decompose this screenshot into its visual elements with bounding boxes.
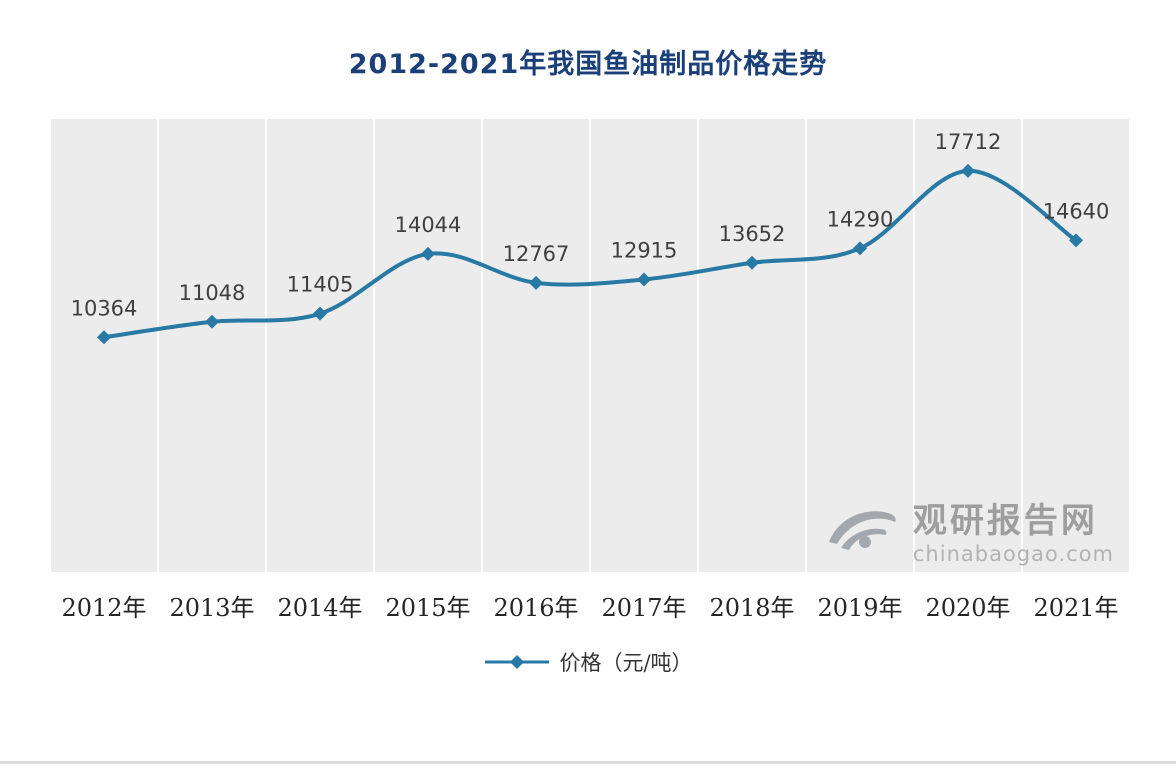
x-axis-label: 2015年: [385, 594, 471, 622]
data-label: 11405: [287, 273, 354, 297]
data-label: 14290: [827, 207, 894, 231]
data-point-marker: [745, 255, 759, 270]
watermark-name: 观研报告网: [912, 500, 1098, 541]
data-label: 12915: [611, 238, 678, 262]
legend: 价格（元/吨）: [0, 647, 1176, 677]
data-point-marker: [529, 275, 543, 290]
x-axis-label: 2013年: [169, 594, 255, 622]
data-point-marker: [421, 246, 435, 261]
x-axis-label: 2019年: [817, 594, 903, 622]
x-axis-label: 2016年: [493, 594, 579, 622]
x-axis-label: 2020年: [925, 594, 1011, 622]
x-axis-label: 2014年: [277, 594, 363, 622]
data-point-marker: [1069, 233, 1083, 248]
x-axis: 2012年 2013年 2014年 2015年 2016年 2017年 2018年 2019年…: [50, 588, 1130, 623]
data-point-marker: [961, 163, 975, 178]
x-axis-label: 2012年: [61, 594, 147, 622]
chart-page: 2012-2021年我国鱼油制品价格走势 10364 11048 11405 1404…: [0, 42, 1176, 764]
watermark-url: chinabaogao.com: [912, 542, 1114, 566]
price-line: [102, 168, 1078, 340]
watermark-logo-icon: [828, 511, 896, 551]
plot-region: 10364 11048 11405 14044 12767 12915 13652 14290…: [50, 119, 1130, 572]
data-label: 14640: [1043, 199, 1110, 223]
watermark: 观研报告网 chinabaogao.com: [825, 500, 1114, 566]
data-point-marker: [205, 314, 219, 329]
data-point-marker: [313, 306, 327, 321]
data-point-marker: [637, 272, 651, 287]
data-label: 17712: [935, 130, 1002, 154]
data-label: 11048: [179, 281, 246, 305]
data-label: 14044: [395, 213, 462, 237]
x-axis-label: 2018年: [709, 594, 795, 622]
data-label: 13652: [719, 222, 786, 246]
legend-line-marker-icon: [485, 655, 550, 669]
data-label: 12767: [503, 242, 570, 266]
data-label: 10364: [71, 296, 138, 320]
data-point-marker: [853, 241, 867, 256]
data-point-marker: [97, 330, 111, 345]
legend-label: 价格（元/吨）: [559, 651, 693, 675]
x-axis-label: 2021年: [1033, 594, 1119, 622]
watermark-text: 观研报告网 chinabaogao.com: [912, 500, 1114, 566]
chart-title: 2012-2021年我国鱼油制品价格走势: [348, 49, 828, 80]
price-line-chart: 10364 11048 11405 14044 12767 12915 13652 14290…: [50, 119, 1130, 572]
x-axis-label: 2017年: [601, 594, 687, 622]
